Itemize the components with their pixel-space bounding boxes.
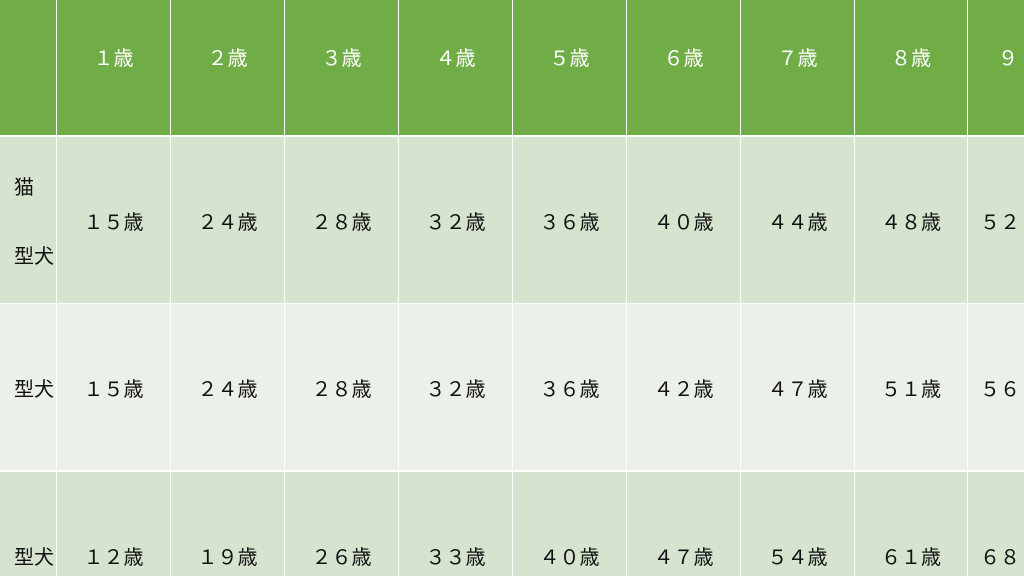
row-label-cell: 型犬 bbox=[0, 304, 56, 470]
age-value: ５４歳 bbox=[767, 545, 828, 569]
header-cell: １歳 bbox=[57, 0, 170, 135]
row-label: 型犬 bbox=[14, 376, 54, 401]
age-value: ５６ bbox=[980, 376, 1020, 401]
age-value: ４０歳 bbox=[653, 209, 714, 234]
header-cell: ６歳 bbox=[627, 0, 740, 135]
header-cell: ５歳 bbox=[513, 0, 626, 135]
header-cell: ２歳 bbox=[171, 0, 284, 135]
value-cell: ３６歳 bbox=[513, 304, 626, 470]
value-cell: ４７歳 bbox=[627, 472, 740, 576]
value-cell: ５４歳 bbox=[741, 472, 854, 576]
row-label-cell: 型犬 bbox=[0, 472, 56, 576]
age-value: ４４歳 bbox=[767, 209, 828, 234]
value-cell: ４７歳 bbox=[741, 304, 854, 470]
age-value: ６８ bbox=[980, 545, 1020, 569]
value-cell: ２８歳 bbox=[285, 304, 398, 470]
age-value: ３２歳 bbox=[425, 376, 486, 401]
row-label: 猫 bbox=[14, 175, 34, 199]
age-value: ５２ bbox=[980, 209, 1020, 234]
value-cell: １２歳 bbox=[57, 472, 170, 576]
value-cell: ２４歳 bbox=[171, 137, 284, 303]
header-label: ２歳 bbox=[207, 46, 248, 70]
value-cell: １５歳 bbox=[57, 304, 170, 470]
header-cell bbox=[0, 0, 56, 135]
age-value: １２歳 bbox=[83, 545, 144, 569]
header-cell: ９ bbox=[968, 0, 1024, 135]
age-value: ２８歳 bbox=[311, 209, 372, 234]
age-value: ２４歳 bbox=[197, 209, 258, 234]
age-value: １５歳 bbox=[83, 376, 144, 401]
header-label: １歳 bbox=[93, 46, 134, 70]
header-label: ３歳 bbox=[321, 46, 362, 70]
header-cell: ４歳 bbox=[399, 0, 512, 135]
value-cell: ３６歳 bbox=[513, 137, 626, 303]
age-value: ３２歳 bbox=[425, 209, 486, 234]
value-cell: ５２ bbox=[968, 137, 1024, 303]
age-value: １９歳 bbox=[197, 545, 258, 569]
header-cell: ７歳 bbox=[741, 0, 854, 135]
age-value: ３３歳 bbox=[425, 545, 486, 569]
header-label: ６歳 bbox=[663, 46, 704, 70]
age-value: ２８歳 bbox=[311, 376, 372, 401]
age-value: ５１歳 bbox=[881, 376, 941, 401]
value-cell: １９歳 bbox=[171, 472, 284, 576]
value-cell: ２４歳 bbox=[171, 304, 284, 470]
value-cell: ５６ bbox=[968, 304, 1024, 470]
age-value: ６１歳 bbox=[881, 545, 941, 569]
row-label: 型犬 bbox=[14, 244, 54, 268]
value-cell: ４０歳 bbox=[627, 137, 740, 303]
value-cell: ４４歳 bbox=[741, 137, 854, 303]
value-cell: ３３歳 bbox=[399, 472, 512, 576]
header-label: ４歳 bbox=[435, 46, 476, 70]
age-value: ４０歳 bbox=[539, 545, 600, 569]
age-value: ４７歳 bbox=[767, 376, 828, 401]
age-value: ４２歳 bbox=[653, 376, 714, 401]
value-cell: ２６歳 bbox=[285, 472, 398, 576]
value-cell: ６８ bbox=[968, 472, 1024, 576]
value-cell: ５１歳 bbox=[855, 304, 967, 470]
value-cell: ４０歳 bbox=[513, 472, 626, 576]
value-cell: ２８歳 bbox=[285, 137, 398, 303]
age-value: ２４歳 bbox=[197, 376, 258, 401]
age-value: ２６歳 bbox=[311, 545, 372, 569]
row-label: 型犬 bbox=[14, 545, 54, 569]
age-value: ３６歳 bbox=[539, 376, 600, 401]
header-label: ７歳 bbox=[777, 46, 818, 70]
header-label: ９ bbox=[998, 46, 1018, 70]
age-value: ４７歳 bbox=[653, 545, 714, 569]
value-cell: ６１歳 bbox=[855, 472, 967, 576]
header-label: ８歳 bbox=[891, 46, 931, 70]
value-cell: ４２歳 bbox=[627, 304, 740, 470]
value-cell: ３２歳 bbox=[399, 137, 512, 303]
value-cell: １５歳 bbox=[57, 137, 170, 303]
value-cell: ３２歳 bbox=[399, 304, 512, 470]
header-cell: ３歳 bbox=[285, 0, 398, 135]
age-value: ４８歳 bbox=[881, 209, 941, 234]
header-label: ５歳 bbox=[549, 46, 590, 70]
row-label-cell: 猫型犬 bbox=[0, 137, 56, 303]
age-value: ３６歳 bbox=[539, 209, 600, 234]
header-cell: ８歳 bbox=[855, 0, 967, 135]
value-cell: ４８歳 bbox=[855, 137, 967, 303]
age-value: １５歳 bbox=[83, 209, 144, 234]
